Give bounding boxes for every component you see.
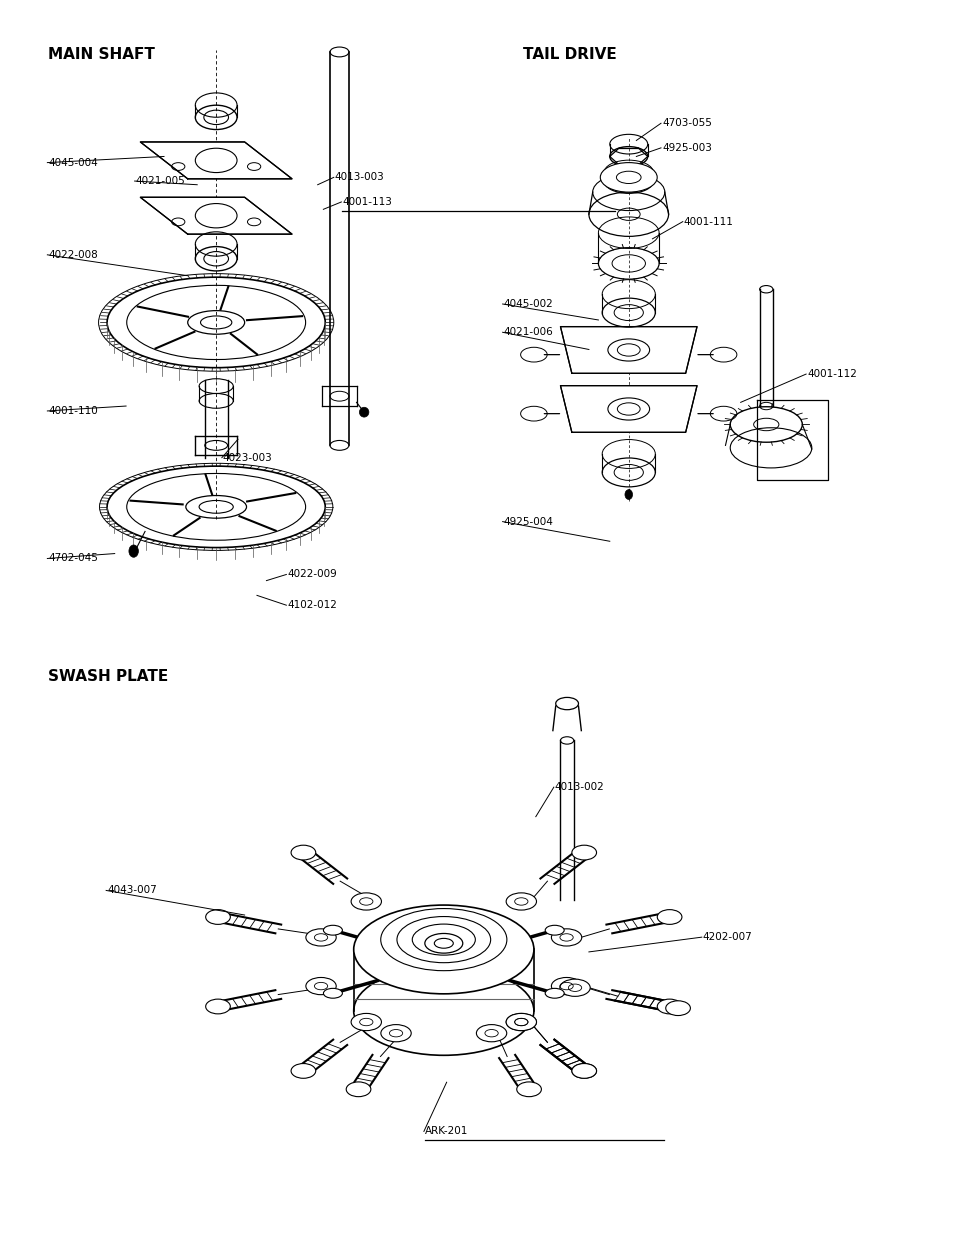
Text: 4022-008: 4022-008 (49, 249, 98, 259)
Ellipse shape (323, 925, 342, 935)
Ellipse shape (571, 1063, 596, 1078)
Ellipse shape (359, 408, 369, 417)
Ellipse shape (291, 845, 315, 860)
Text: 4013-002: 4013-002 (555, 782, 604, 792)
Text: 4022-009: 4022-009 (287, 569, 336, 579)
Ellipse shape (599, 163, 657, 193)
Text: 4013-003: 4013-003 (335, 173, 384, 183)
Polygon shape (559, 326, 697, 373)
Ellipse shape (506, 893, 536, 910)
Text: 4102-012: 4102-012 (287, 600, 336, 610)
Ellipse shape (129, 545, 138, 557)
Ellipse shape (351, 1014, 381, 1031)
Text: ARK-201: ARK-201 (424, 1126, 468, 1136)
Text: 4023-003: 4023-003 (223, 453, 273, 463)
Ellipse shape (551, 929, 581, 946)
Ellipse shape (354, 967, 534, 1055)
Ellipse shape (206, 910, 230, 924)
Ellipse shape (291, 1063, 315, 1078)
Text: SWASH PLATE: SWASH PLATE (49, 669, 169, 684)
Ellipse shape (306, 929, 335, 946)
Text: 4001-113: 4001-113 (342, 196, 392, 207)
Ellipse shape (351, 893, 381, 910)
Ellipse shape (506, 1014, 536, 1031)
Polygon shape (559, 385, 697, 432)
Ellipse shape (206, 999, 230, 1014)
Polygon shape (140, 142, 292, 179)
Text: 4021-005: 4021-005 (135, 177, 185, 186)
Text: MAIN SHAFT: MAIN SHAFT (49, 47, 155, 62)
Text: 4925-003: 4925-003 (661, 143, 711, 153)
Ellipse shape (476, 1025, 506, 1042)
Ellipse shape (380, 1025, 411, 1042)
Text: 4045-004: 4045-004 (49, 158, 98, 168)
Text: 4001-110: 4001-110 (49, 406, 98, 416)
Ellipse shape (346, 1082, 371, 1097)
Ellipse shape (624, 489, 632, 499)
Ellipse shape (571, 845, 596, 860)
Ellipse shape (354, 905, 534, 994)
Ellipse shape (517, 1082, 541, 1097)
Text: 4001-112: 4001-112 (806, 369, 856, 379)
Ellipse shape (424, 934, 462, 953)
Ellipse shape (506, 1014, 536, 1031)
Ellipse shape (657, 999, 681, 1014)
Ellipse shape (551, 977, 581, 994)
Text: 4001-111: 4001-111 (683, 216, 733, 226)
Text: 4202-007: 4202-007 (702, 932, 752, 942)
Polygon shape (140, 198, 292, 235)
Ellipse shape (571, 1063, 596, 1078)
Ellipse shape (323, 988, 342, 998)
Ellipse shape (657, 910, 681, 924)
Text: 4043-007: 4043-007 (107, 885, 156, 895)
Text: 4702-045: 4702-045 (49, 553, 98, 563)
Text: 4045-002: 4045-002 (503, 299, 553, 309)
Ellipse shape (544, 988, 563, 998)
Ellipse shape (544, 925, 563, 935)
Ellipse shape (306, 977, 335, 994)
Text: TAIL DRIVE: TAIL DRIVE (522, 47, 616, 62)
Text: 4021-006: 4021-006 (503, 327, 553, 337)
Text: 4703-055: 4703-055 (661, 119, 711, 128)
Ellipse shape (559, 979, 590, 997)
Text: 4925-004: 4925-004 (503, 516, 553, 526)
Ellipse shape (665, 1000, 690, 1015)
